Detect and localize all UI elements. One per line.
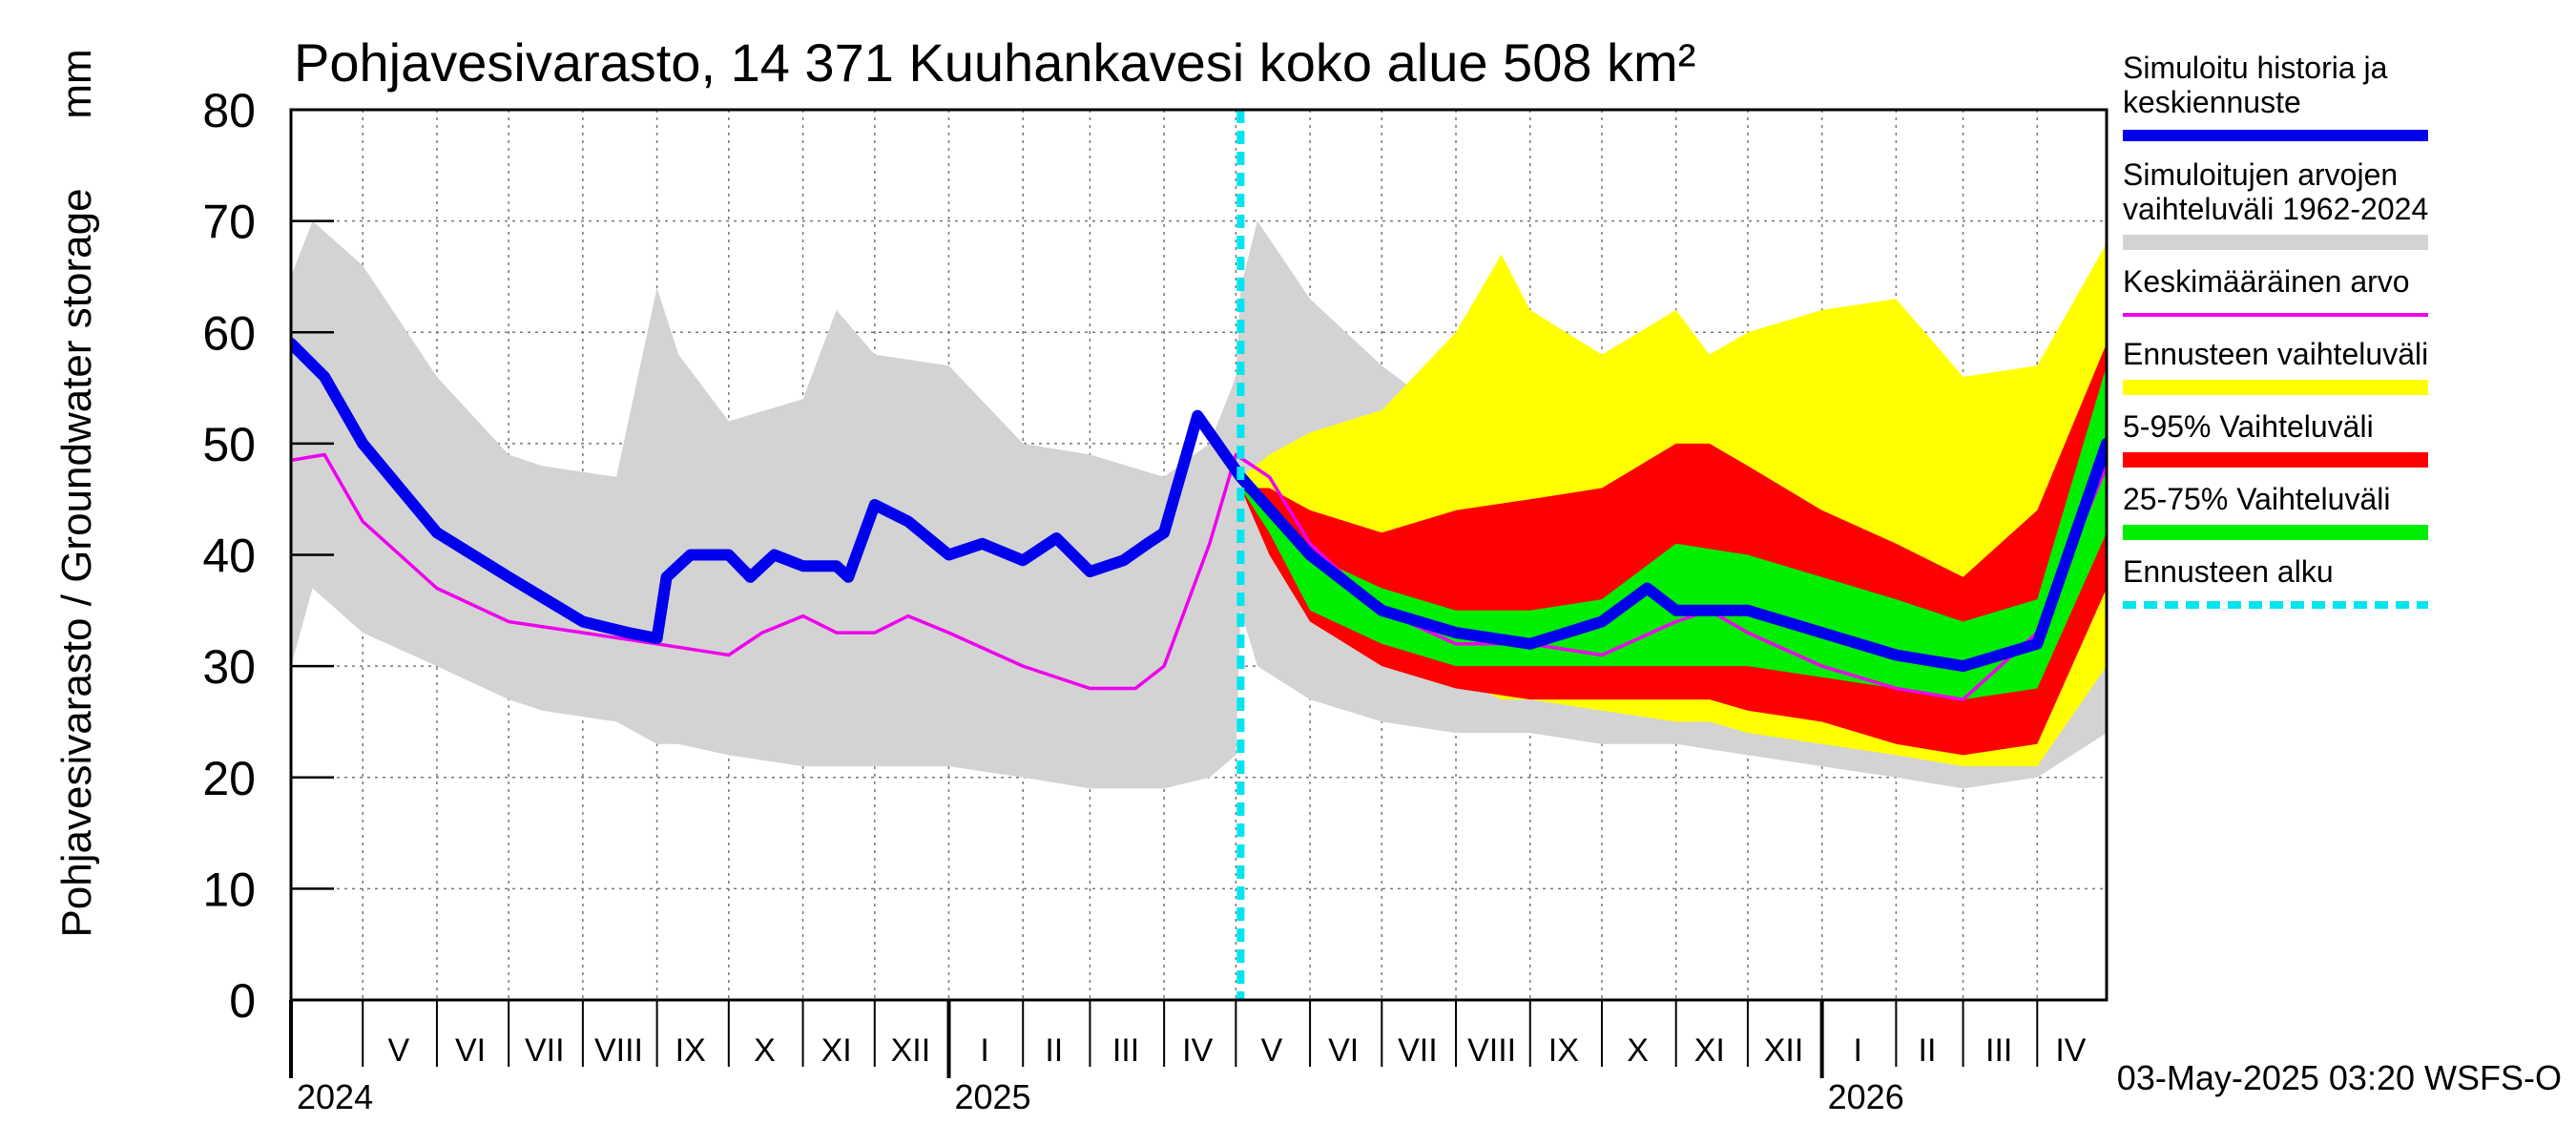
x-year-label: 2025 [954, 1077, 1030, 1116]
x-year-label: 2024 [297, 1077, 373, 1116]
legend-label: Simuloitu historia ja [2123, 51, 2388, 85]
x-month-label: V [387, 1032, 409, 1069]
y-tick-label: 40 [202, 530, 256, 583]
x-month-label: II [1045, 1032, 1063, 1069]
y-tick-label: 10 [202, 863, 256, 916]
legend-label: vaihteluväli 1962-2024 [2123, 192, 2428, 226]
y-tick-label: 50 [202, 418, 256, 471]
x-month-label: II [1919, 1032, 1937, 1069]
x-month-label: IX [1548, 1032, 1579, 1069]
legend-label: Simuloitujen arvojen [2123, 157, 2398, 192]
x-month-label: III [1985, 1032, 2012, 1069]
x-month-label: VI [1328, 1032, 1359, 1069]
x-month-label: XI [821, 1032, 852, 1069]
x-month-label: IV [2055, 1032, 2086, 1069]
legend-swatch [2123, 380, 2428, 395]
y-axis-unit: mm [53, 49, 100, 118]
y-tick-label: 20 [202, 752, 256, 805]
y-tick-label: 80 [202, 84, 256, 137]
x-month-label: VII [525, 1032, 565, 1069]
legend-label: Ennusteen vaihteluväli [2123, 337, 2428, 371]
y-tick-label: 30 [202, 640, 256, 694]
x-month-label: XII [891, 1032, 931, 1069]
band-simuloitujen-arvojen-vaihteluv-li-1962-2024 [291, 220, 1241, 789]
x-month-label: XII [1764, 1032, 1804, 1069]
x-month-label: VII [1398, 1032, 1438, 1069]
x-month-label: IV [1182, 1032, 1213, 1069]
x-month-label: X [1627, 1032, 1649, 1069]
legend-label: Keskimääräinen arvo [2123, 264, 2410, 299]
x-month-label: X [754, 1032, 776, 1069]
y-tick-label: 70 [202, 196, 256, 249]
legend-label: Ennusteen alku [2123, 554, 2334, 589]
x-month-label: VI [455, 1032, 486, 1069]
y-tick-label: 0 [229, 974, 256, 1028]
x-month-label: V [1261, 1032, 1283, 1069]
x-month-label: III [1112, 1032, 1139, 1069]
y-axis-label: Pohjavesivarasto / Groundwater storage [53, 188, 100, 937]
chart-title: Pohjavesivarasto, 14 371 Kuuhankavesi ko… [294, 32, 1695, 93]
x-month-label: I [1854, 1032, 1862, 1069]
series-line-history-forecast [291, 337, 2107, 673]
x-month-label: I [980, 1032, 988, 1069]
x-month-label: VIII [1467, 1032, 1516, 1069]
timestamp-footer: 03-May-2025 03:20 WSFS-O [2117, 1058, 2562, 1097]
legend-swatch [2123, 525, 2428, 540]
y-tick-label: 60 [202, 306, 256, 360]
x-month-label: IX [675, 1032, 706, 1069]
series-line-mean [291, 452, 2107, 701]
x-year-label: 2026 [1828, 1077, 1904, 1116]
legend-swatch [2123, 235, 2428, 250]
legend-label: keskiennuste [2123, 85, 2301, 119]
x-month-label: XI [1694, 1032, 1725, 1069]
legend-label: 25-75% Vaihteluväli [2123, 482, 2390, 516]
x-month-label: VIII [594, 1032, 643, 1069]
band-25-75-vaihteluv-li [1240, 365, 2107, 700]
legend-label: 5-95% Vaihteluväli [2123, 409, 2374, 444]
legend-swatch [2123, 452, 2428, 468]
